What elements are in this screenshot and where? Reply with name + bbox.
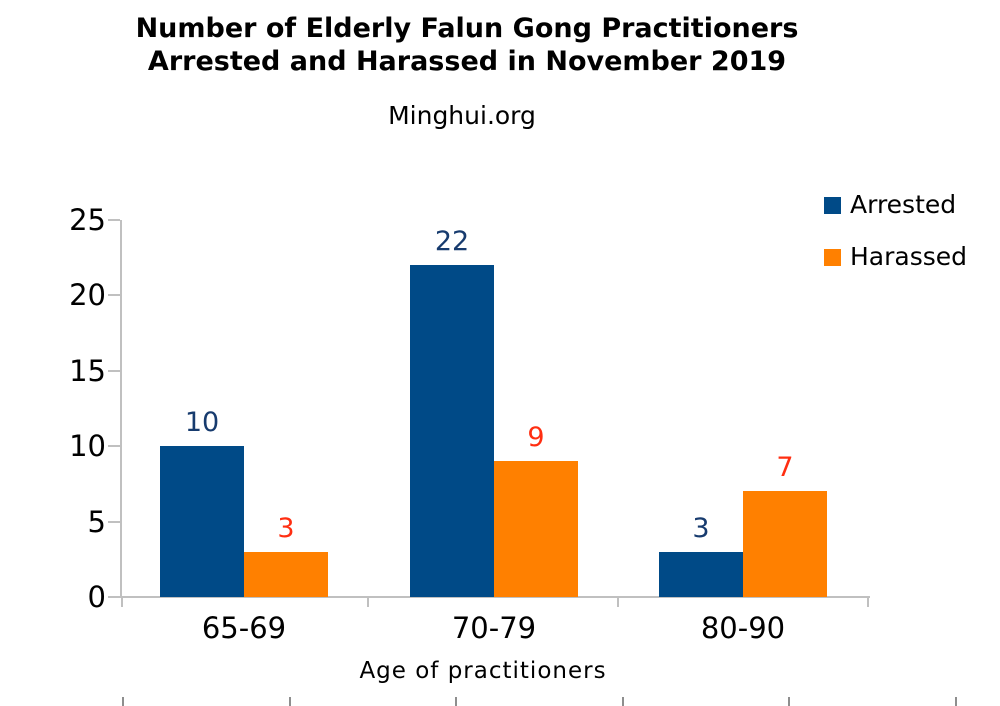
legend-item-harassed: Harassed	[824, 242, 967, 272]
x-axis-line	[120, 596, 870, 598]
arrested-swatch-icon	[824, 196, 841, 214]
y-tick-label: 5	[87, 505, 106, 539]
bottom-ruler-tick	[955, 697, 957, 706]
y-tick-mark	[108, 370, 120, 372]
bottom-ruler-tick	[622, 697, 624, 706]
x-tick-mark	[367, 597, 369, 607]
y-tick-mark	[108, 445, 120, 447]
chart-subtitle: Minghui.org	[388, 101, 536, 130]
x-tick-label-65-69: 65-69	[201, 611, 287, 645]
bar-arrested-70-79	[410, 265, 494, 597]
y-tick-mark	[108, 596, 120, 598]
legend-label-harassed: Harassed	[850, 242, 968, 271]
value-label-arrested-80-90: 3	[692, 513, 710, 544]
x-tick-mark	[121, 597, 123, 607]
value-label-harassed-65-69: 3	[277, 513, 295, 544]
y-tick-label: 15	[69, 354, 106, 388]
bottom-ruler-tick	[455, 697, 457, 706]
bar-arrested-65-69	[160, 446, 244, 597]
x-tick-label-70-79: 70-79	[451, 611, 537, 645]
x-tick-mark	[617, 597, 619, 607]
y-tick-label: 0	[87, 580, 106, 614]
x-tick-mark	[867, 597, 869, 607]
y-tick-label: 10	[69, 429, 106, 463]
value-label-harassed-80-90: 7	[776, 452, 794, 483]
bottom-ruler-tick	[788, 697, 790, 706]
bar-harassed-65-69	[244, 552, 328, 597]
bottom-ruler-tick	[289, 697, 291, 706]
value-label-arrested-65-69: 10	[184, 407, 220, 438]
y-tick-label: 25	[69, 203, 106, 237]
y-tick-mark	[108, 219, 120, 221]
chart-title: Number of Elderly Falun Gong Practitione…	[0, 12, 934, 78]
y-axis-line	[120, 220, 122, 597]
y-tick-label: 20	[69, 278, 106, 312]
x-tick-label-80-90: 80-90	[700, 611, 786, 645]
bottom-ruler-tick	[122, 697, 124, 706]
y-tick-mark	[108, 521, 120, 523]
harassed-swatch-icon	[824, 248, 841, 266]
chart-title-line-2: Arrested and Harassed in November 2019	[147, 46, 787, 77]
legend-label-arrested: Arrested	[850, 190, 957, 219]
chart-title-line-1: Number of Elderly Falun Gong Practitione…	[135, 13, 799, 44]
x-axis-title: Age of practitioners	[359, 658, 607, 684]
bar-harassed-70-79	[494, 461, 578, 597]
bar-arrested-80-90	[659, 552, 743, 597]
legend-item-arrested: Arrested	[824, 190, 967, 220]
legend: Arrested Harassed	[824, 190, 967, 294]
value-label-harassed-70-79: 9	[527, 422, 545, 453]
value-label-arrested-70-79: 22	[434, 226, 470, 257]
y-tick-mark	[108, 294, 120, 296]
bar-harassed-80-90	[743, 491, 827, 597]
